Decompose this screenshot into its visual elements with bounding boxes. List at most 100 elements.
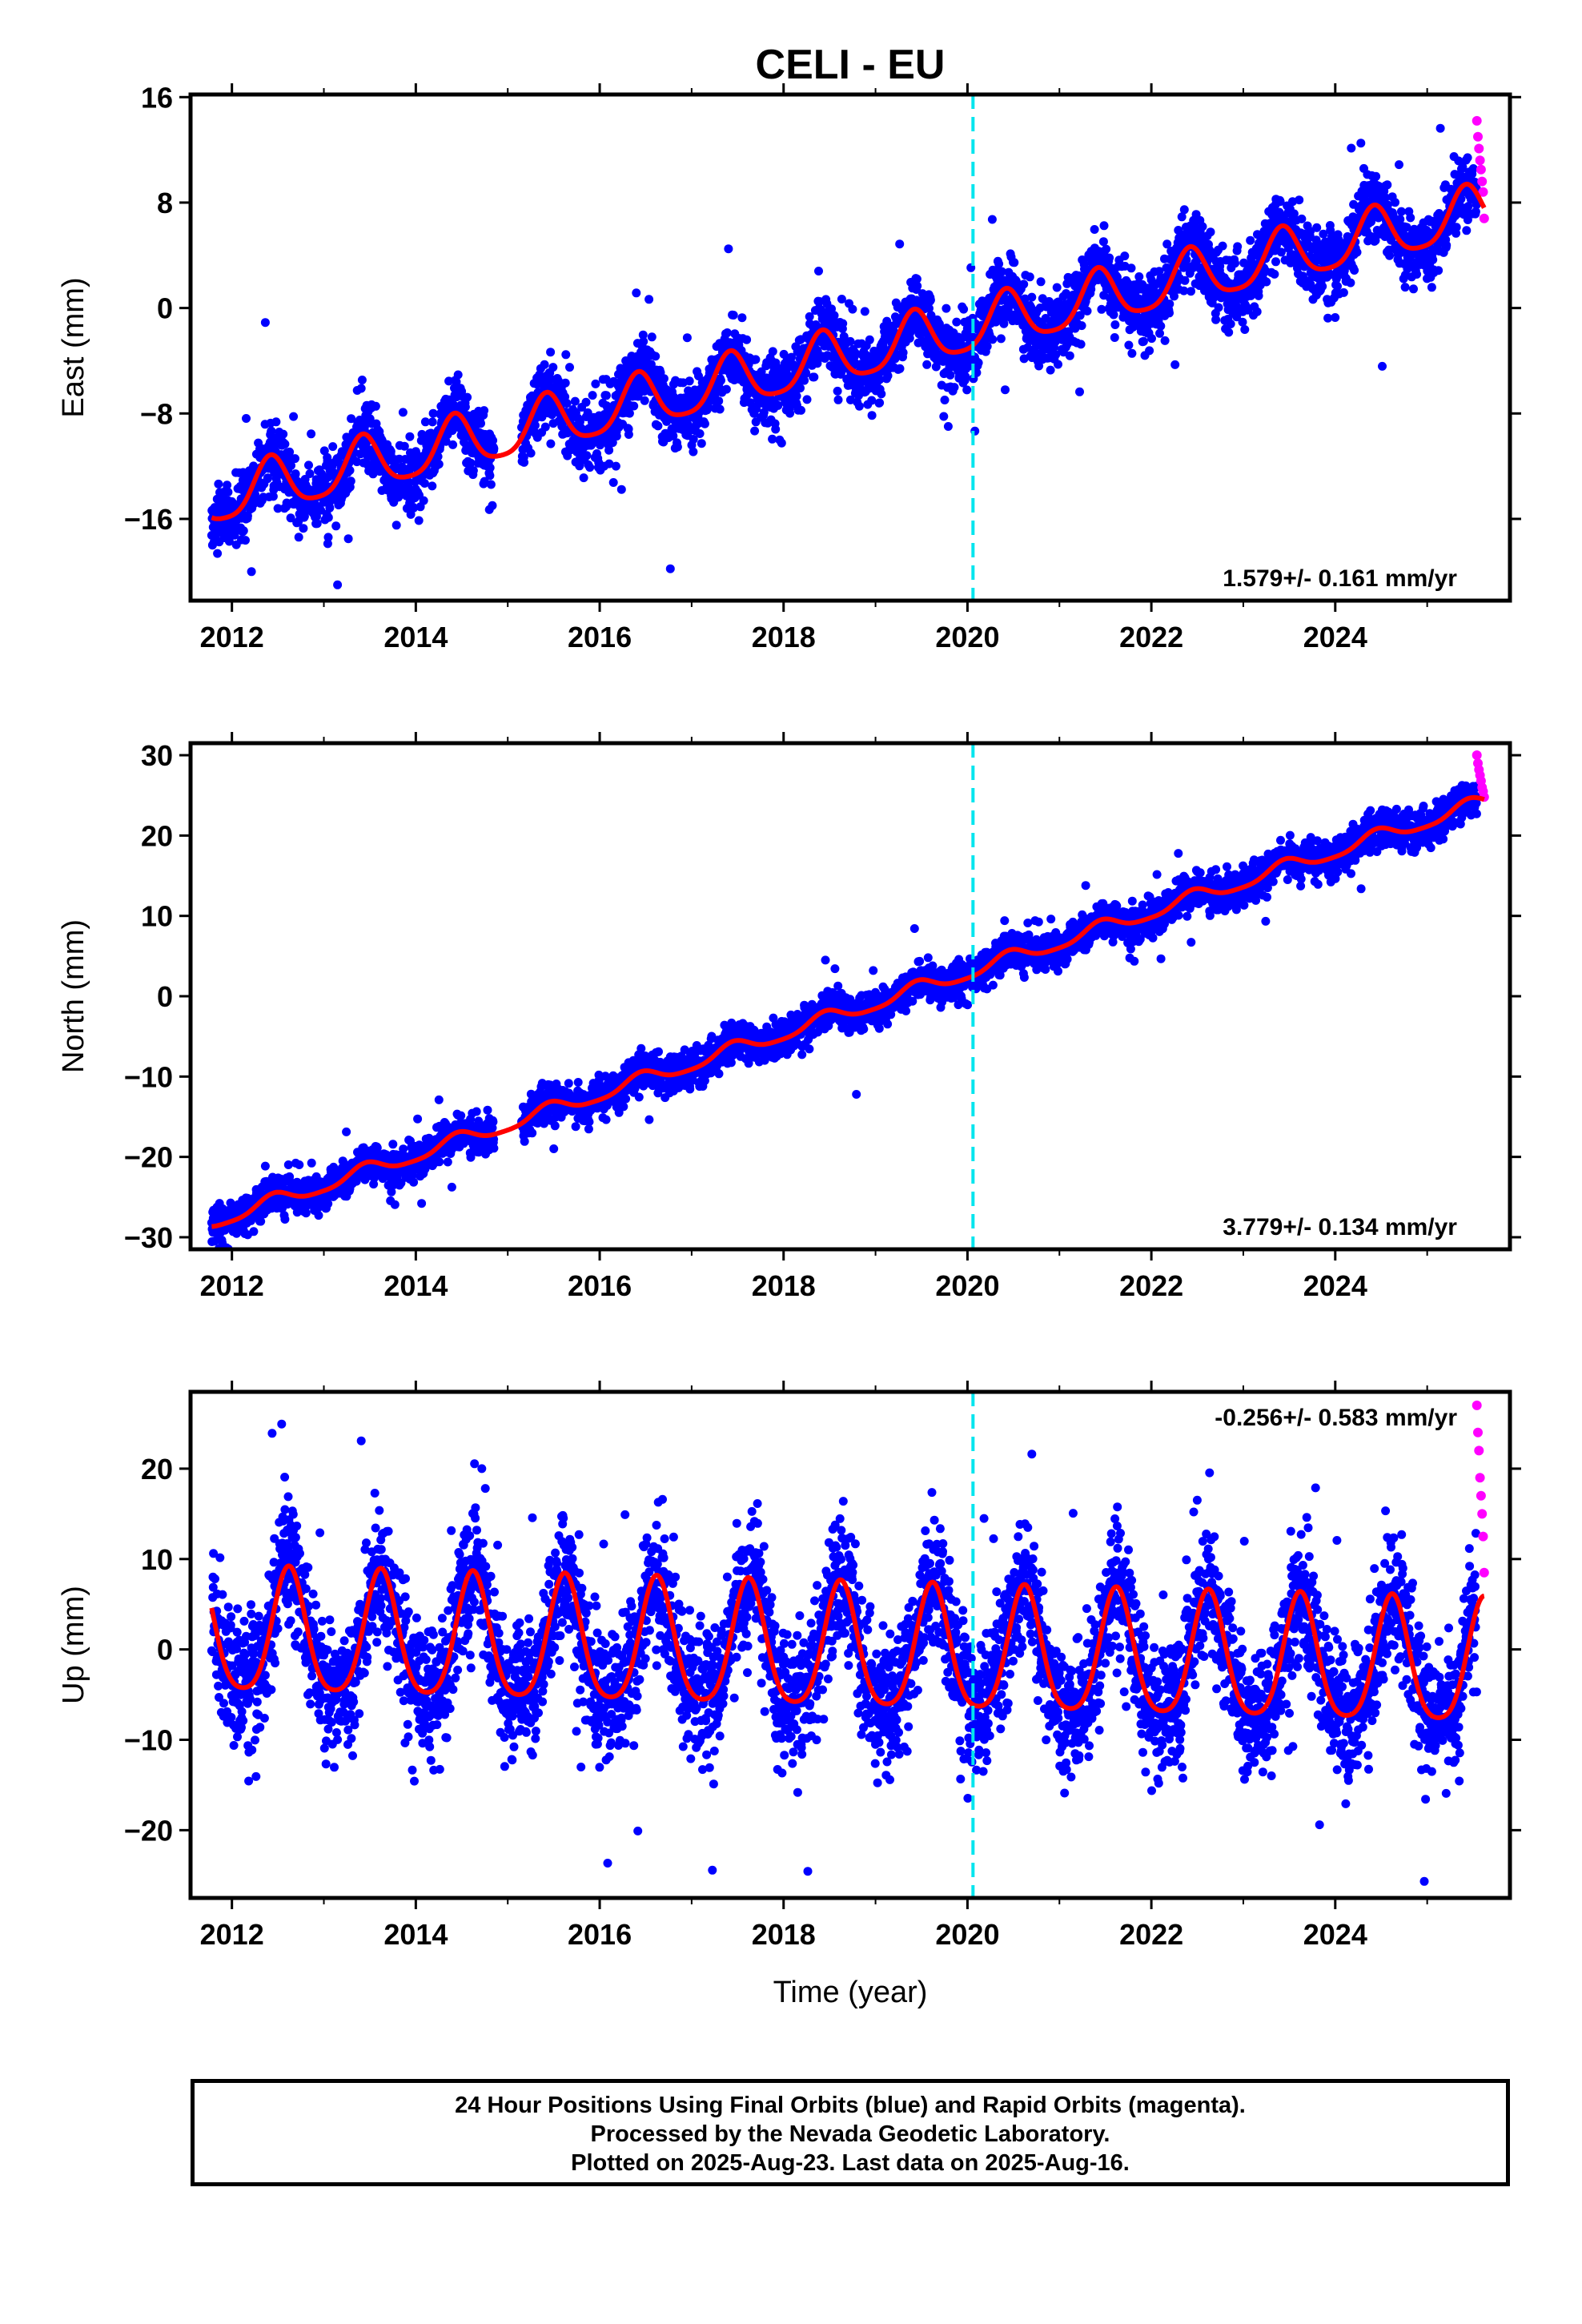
final-orbit-point [223, 480, 232, 490]
final-orbit-point [289, 412, 299, 421]
final-orbit-point [1065, 351, 1074, 360]
final-orbit-point [785, 408, 795, 418]
final-orbit-point [585, 463, 595, 472]
final-orbit-point [1046, 365, 1055, 375]
final-orbit-point [1238, 317, 1247, 327]
final-orbit-point [1427, 283, 1436, 292]
final-orbit-point [1110, 333, 1119, 342]
final-orbit-point [273, 504, 283, 513]
final-orbit-point [1452, 223, 1461, 232]
final-orbit-point [441, 436, 451, 446]
final-orbit-point [352, 457, 362, 467]
final-orbit-point [488, 501, 497, 510]
final-orbit-point [314, 1211, 323, 1220]
final-orbit-point [307, 429, 316, 439]
final-orbit-point [601, 391, 611, 400]
final-orbit-point [1097, 304, 1106, 314]
rapid-orbit-point [1473, 131, 1483, 142]
final-orbit-point [562, 399, 572, 408]
final-orbit-point [777, 438, 786, 448]
final-orbit-point [604, 445, 614, 455]
x-tick-label: 2014 [383, 621, 448, 653]
final-orbit-point [476, 419, 485, 428]
final-orbit-point [1170, 360, 1180, 369]
rapid-orbit-point [1472, 115, 1482, 126]
final-orbit-point [1252, 307, 1262, 316]
final-orbit-point [1110, 320, 1120, 329]
y-tick-label: −8 [140, 397, 173, 430]
final-orbit-point [530, 420, 540, 430]
final-orbit-point [485, 463, 495, 472]
final-orbit-point [268, 492, 278, 501]
east-panel: 2012 2014 2016 2018 2020 2022 2024−16−80816Eas… [57, 81, 1521, 653]
final-orbit-point [307, 1158, 316, 1168]
final-orbit-point [357, 376, 367, 384]
final-orbit-point [700, 419, 709, 428]
y-tick-label: 8 [157, 187, 173, 219]
final-orbit-point [242, 414, 251, 423]
final-orbit-point [328, 442, 338, 452]
final-orbit-point [582, 451, 592, 460]
final-orbit-point [1297, 214, 1307, 223]
final-orbit-point [1226, 320, 1235, 328]
final-orbit-point [343, 534, 353, 544]
final-orbit-point [898, 348, 908, 357]
final-orbit-point [280, 1215, 290, 1224]
final-orbit-point [624, 430, 633, 439]
rapid-orbit-point [1479, 213, 1489, 223]
final-orbit-point [640, 396, 649, 405]
final-orbit-point [996, 334, 1006, 344]
final-orbit-point [304, 460, 313, 470]
final-orbit-point [1206, 227, 1215, 237]
final-orbit-point [243, 511, 252, 521]
final-orbit-point [865, 335, 874, 344]
chart-title: CELI - EU [756, 42, 946, 88]
x-tick-label: 2018 [752, 621, 816, 653]
final-orbit-point [570, 396, 580, 406]
final-orbit-point [305, 469, 315, 478]
rapid-orbit-point [1475, 155, 1485, 166]
final-orbit-point [312, 519, 322, 529]
final-orbit-point [974, 358, 983, 368]
final-orbit-point [346, 476, 355, 486]
final-orbit-point [560, 378, 570, 388]
final-orbit-point [213, 549, 223, 558]
final-orbit-point [526, 448, 536, 458]
x-tick-label: 2016 [568, 621, 632, 653]
final-orbit-point [771, 424, 781, 434]
final-orbit-point [1371, 171, 1381, 181]
final-orbit-point [1254, 291, 1263, 300]
final-orbit-point [1186, 287, 1195, 296]
final-orbit-point [546, 348, 556, 357]
final-orbit-point [323, 1199, 333, 1208]
final-orbit-point [962, 385, 972, 395]
final-orbit-point [420, 417, 430, 427]
y-tick-label: −16 [124, 503, 173, 536]
final-orbit-point [280, 440, 290, 448]
final-orbit-point [1218, 241, 1227, 251]
final-orbit-point [875, 398, 885, 408]
final-orbit-point [946, 370, 955, 380]
final-orbit-point [950, 383, 959, 392]
final-orbit-point [286, 513, 295, 523]
final-orbit-point [1077, 321, 1086, 331]
final-orbit-point [1262, 277, 1271, 287]
final-orbit-point [1339, 287, 1348, 297]
final-orbit-point [291, 469, 300, 479]
final-orbit-point [1318, 282, 1327, 292]
final-orbit-point [1198, 222, 1207, 231]
final-orbit-point [1312, 223, 1322, 232]
final-orbit-point [1102, 244, 1111, 254]
final-orbit-point [829, 311, 839, 320]
final-orbit-point [1138, 336, 1148, 346]
final-orbit-point [409, 503, 419, 513]
x-tick-label: 2012 [200, 621, 264, 653]
final-orbit-point [295, 1160, 304, 1169]
final-orbit-point [271, 417, 281, 427]
final-orbit-point [466, 458, 476, 468]
final-orbit-point [659, 374, 669, 384]
final-orbit-point [697, 439, 706, 448]
final-orbit-point [632, 288, 641, 298]
final-orbit-point [1356, 139, 1366, 148]
final-orbit-point [1124, 340, 1134, 350]
